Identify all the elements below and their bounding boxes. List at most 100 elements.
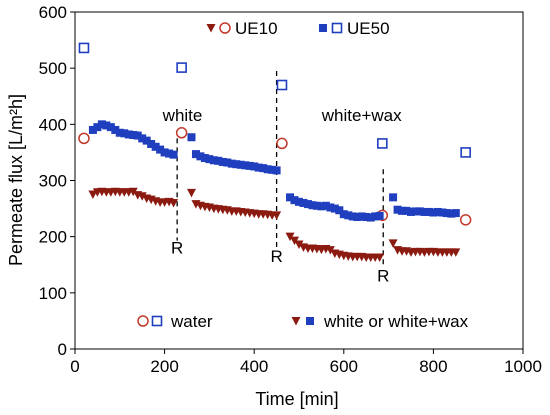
- data-point: [339, 210, 348, 219]
- data-point: [312, 201, 321, 210]
- data-point: [223, 158, 232, 167]
- data-point: [393, 205, 402, 214]
- data-point: [308, 201, 317, 210]
- data-point: [129, 131, 138, 140]
- data-point: [433, 207, 442, 216]
- data-point: [175, 127, 188, 139]
- data-point: [78, 42, 90, 54]
- data-point: [250, 162, 259, 171]
- data-point: [286, 193, 295, 202]
- data-point: [442, 209, 451, 218]
- data-point: [78, 132, 90, 145]
- data-point: [317, 202, 326, 211]
- x-tick-label: 0: [70, 357, 79, 376]
- data-point: [348, 212, 357, 221]
- data-point: [227, 159, 236, 168]
- data-point: [147, 139, 156, 148]
- data-point: [142, 136, 151, 145]
- legends: UE10 UE50 water white or white+wax: [137, 19, 469, 331]
- data-point: [321, 201, 330, 210]
- plot-area: [74, 11, 524, 350]
- annotations: white white+wax R R R: [162, 106, 402, 286]
- data-point: [97, 120, 106, 129]
- data-point: [377, 138, 388, 149]
- x-tick-label: 800: [419, 357, 447, 376]
- legend-marker: [291, 317, 301, 326]
- data-point: [353, 213, 362, 222]
- data-point: [299, 198, 308, 207]
- data-point: [218, 157, 227, 166]
- legend-marker: [206, 24, 216, 33]
- annotation-label: white: [162, 106, 203, 125]
- series-ue10-white: [88, 187, 461, 262]
- data-points: [78, 42, 472, 262]
- data-point: [451, 209, 460, 218]
- data-point: [424, 207, 433, 216]
- data-point: [366, 213, 375, 222]
- legend-marker: [219, 22, 231, 34]
- annotation-label: white+wax: [321, 106, 402, 125]
- data-point: [375, 253, 385, 262]
- x-tick-label: 400: [240, 357, 268, 376]
- data-point: [295, 197, 303, 206]
- legend-marker: [319, 24, 327, 32]
- data-point: [124, 130, 133, 139]
- series-ue50-water: [78, 42, 471, 158]
- data-point: [133, 131, 142, 140]
- data-point: [357, 212, 366, 221]
- data-point: [120, 129, 129, 138]
- data-point: [460, 147, 471, 158]
- data-point: [259, 164, 268, 173]
- data-point: [200, 154, 209, 163]
- annotation-label: R: [377, 267, 389, 286]
- legend-label: UE10: [235, 19, 278, 38]
- legend-label: white or white+wax: [323, 312, 469, 331]
- data-point: [325, 246, 335, 255]
- data-point: [137, 192, 147, 201]
- data-point: [93, 123, 102, 132]
- y-axis-title: Permeate flux [L/m²h]: [6, 94, 26, 266]
- data-point: [402, 206, 411, 215]
- data-point: [407, 207, 415, 216]
- data-point: [169, 198, 179, 208]
- data-point: [214, 156, 223, 165]
- data-point: [254, 163, 263, 172]
- data-point: [115, 128, 124, 137]
- data-point: [375, 211, 384, 220]
- legend-bottom-item: water: [137, 312, 213, 331]
- data-point: [362, 213, 371, 222]
- data-point: [156, 145, 165, 154]
- data-point: [176, 62, 187, 73]
- y-tick-label: 100: [39, 284, 67, 303]
- data-point: [191, 150, 200, 159]
- series-ue50-white: [88, 120, 460, 222]
- data-point: [415, 207, 424, 216]
- data-point: [187, 133, 196, 142]
- data-point: [451, 248, 461, 257]
- data-point: [186, 188, 196, 198]
- data-point: [276, 79, 288, 91]
- x-tick-label: 1000: [504, 357, 542, 376]
- data-point: [438, 208, 447, 217]
- x-tick-label: 200: [150, 357, 178, 376]
- data-point: [447, 209, 456, 218]
- data-point: [169, 150, 178, 159]
- legend-marker: [137, 315, 149, 327]
- y-tick-label: 300: [39, 172, 67, 191]
- legend-top-item: UE50: [319, 19, 390, 38]
- y-tick-label: 0: [58, 340, 67, 359]
- legend-top-item: UE10: [206, 19, 278, 38]
- data-point: [294, 240, 304, 250]
- data-point: [411, 207, 420, 216]
- data-point: [263, 165, 272, 174]
- data-point: [151, 142, 160, 151]
- data-point: [276, 137, 288, 150]
- data-point: [459, 214, 472, 226]
- data-point: [388, 239, 398, 248]
- legend-label: UE50: [347, 19, 390, 38]
- data-point: [209, 156, 218, 165]
- y-tick-label: 600: [39, 3, 67, 22]
- data-point: [290, 236, 300, 246]
- data-point: [88, 190, 98, 200]
